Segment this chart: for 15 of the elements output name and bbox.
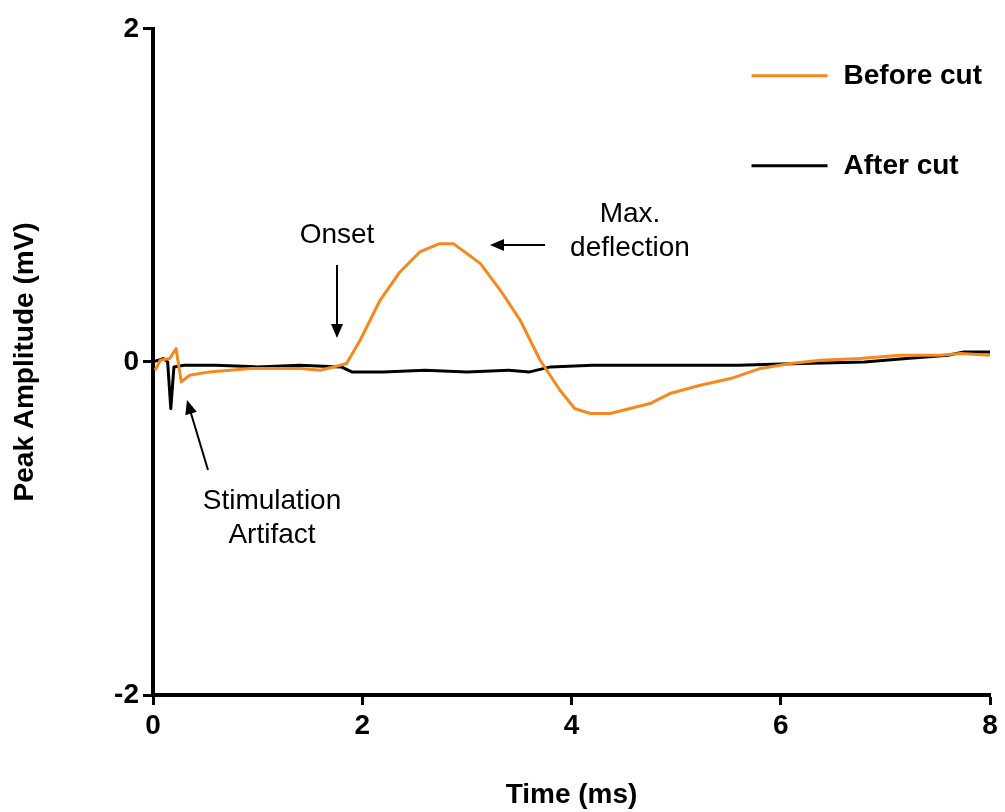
annotation: Stimulation Artifact (202, 483, 342, 549)
x-tick-label: 2 (354, 708, 371, 740)
annotation: Max. deflection (570, 196, 690, 262)
y-tick-label: -2 (114, 677, 139, 709)
x-tick-label: 4 (563, 708, 580, 740)
x-axis-title: Time (ms) (505, 777, 638, 809)
legend-label: After cut (843, 148, 959, 180)
annotation: Onset (299, 217, 375, 249)
x-tick-label: 0 (145, 708, 161, 740)
x-tick-label: 6 (772, 708, 789, 740)
legend-label: Before cut (843, 58, 982, 90)
y-tick-label: 2 (123, 11, 139, 43)
x-tick-label: 8 (982, 708, 998, 740)
y-axis-title: Peak Amplitude (mV) (7, 222, 39, 502)
y-tick-label: 0 (123, 344, 139, 376)
